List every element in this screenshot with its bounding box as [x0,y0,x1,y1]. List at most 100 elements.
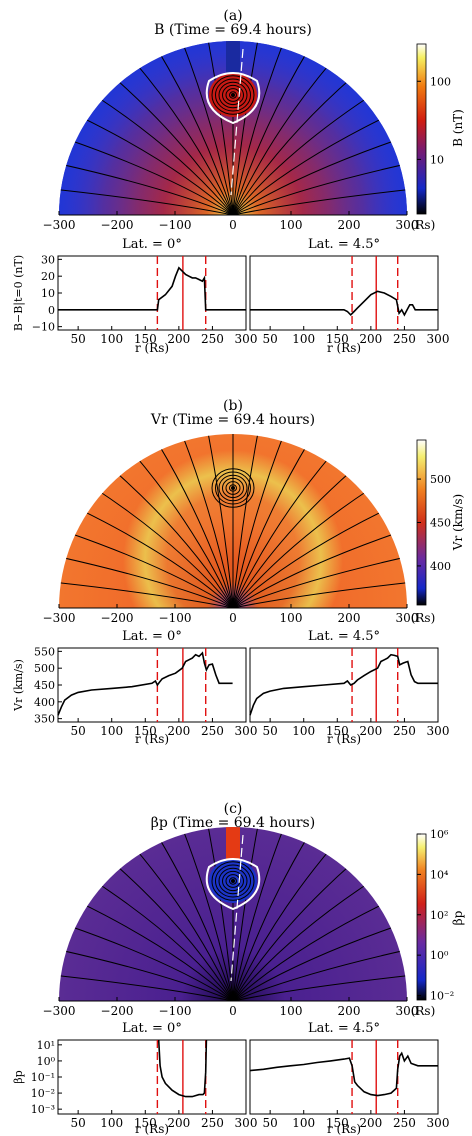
field-line [232,880,372,1001]
field-line [113,469,234,608]
map-x-axis: −300 −200 −100 0 100 200 300(Rs) [43,997,436,1018]
y-axis-label: Vr (km/s) [12,659,25,712]
field-line [59,163,234,215]
series-line [249,1051,438,1097]
colorbar-tick-label: 10⁶ [430,828,449,841]
x-tick-label: 150 [134,332,157,346]
x-tick-label: 100 [292,332,315,346]
x-tick-label: 50 [263,724,278,738]
field-line [133,846,234,1001]
field-line [133,60,234,215]
field-line [232,581,407,608]
colorbar-tick-label: 10⁻² [430,990,454,1003]
map-x-tick-label: −200 [101,218,134,232]
field-line [232,94,372,215]
field-line [232,846,333,1001]
field-line [79,508,234,608]
x-tick-label: 250 [393,724,416,738]
flux-rope-contour [215,78,251,112]
field-line [232,974,407,1001]
map-x-tick-label: 100 [280,1004,303,1018]
panel-letter: (a) [223,8,242,24]
field-line [232,862,353,1001]
map-title: B (Time = 69.4 hours) [154,22,312,38]
panel-0: (a)B (Time = 69.4 hours)−300 −200 −100 0 100… [12,8,465,355]
field-line [206,827,234,1001]
y-tick-label: 10⁻³ [31,1103,55,1116]
field-line [232,115,387,215]
x-tick-label: 250 [393,332,416,346]
map-x-tick-label: 100 [280,218,303,232]
x-axis-label: r (Rs) [327,341,361,355]
y-tick-label: −10 [32,321,55,334]
plot-frame [57,647,247,723]
colorbar-tick-label: 400 [430,560,451,573]
map-x-tick-label: −200 [101,1004,134,1018]
map-x-tick-label: −100 [159,218,192,232]
line-plot-title: Lat. = 4.5° [308,237,380,252]
field-line [66,924,234,1001]
x-tick-label: 300 [235,724,258,738]
y-tick-label: 20 [41,270,55,283]
x-tick-label: 150 [134,724,157,738]
field-line [181,434,234,608]
flux-rope-contour [211,468,255,508]
colorbar-tick-label: 10⁴ [430,868,449,881]
x-tick-label: 100 [292,1116,315,1130]
map-title: Vr (Time = 69.4 hours) [150,412,315,428]
map-x-axis: −300 −200 −100 0 100 200 300(Rs) [43,604,435,625]
field-line [232,41,260,215]
sample-ray [230,834,244,982]
line-plot: Lat. = 4.5° 50 100 150 200 250 300 r (Rs) [249,237,450,355]
map-x-tick-label: 200 [338,611,361,625]
x-tick-label: 300 [235,1116,258,1130]
field-line [156,834,234,1001]
map-inner [59,827,407,1001]
field-line [232,834,310,1001]
x-tick-label: 50 [71,1116,86,1130]
flux-rope-center [231,93,235,97]
field-line [59,581,234,608]
field-line [232,434,260,608]
field-line [232,434,285,608]
field-line [232,531,400,608]
map-x-unit: (Rs) [411,1004,436,1018]
series-line [249,653,438,716]
x-tick-label: 200 [167,332,190,346]
line-plot-title: Lat. = 0° [122,237,182,252]
map-x-tick-label: 300 [396,611,419,625]
field-line [232,441,310,608]
flux-rope-contour [222,477,244,499]
map-x-tick-label: −100 [159,1004,192,1018]
flux-rope-contour [229,484,237,492]
field-line [232,949,407,1001]
flux-rope-contour [225,88,241,102]
flux-rope-contour [222,84,244,106]
x-tick-label: 250 [201,724,224,738]
plot-frame [57,255,247,331]
map-x-tick-label: 0 [229,1004,237,1018]
x-tick-label: 100 [292,724,315,738]
field-line [156,48,234,215]
y-tick-label: 500 [34,662,55,675]
y-axis-label: B−B|t=0 (nT) [12,255,26,331]
field-line [232,487,372,608]
y-tick-label: 10⁰ [37,1055,56,1068]
line-plot: Lat. = 0° 50 100 150 200 250 300 r (Rs) −10 0 10 20… [12,237,257,355]
x-tick-label: 250 [201,1116,224,1130]
field-line [232,827,260,1001]
x-axis-label: r (Rs) [327,732,361,746]
field-line [66,531,234,608]
field-line [156,441,234,608]
panel-letter: (c) [224,801,243,817]
x-tick-label: 200 [167,1116,190,1130]
line-plot: Lat. = 4.5° 50 100 150 200 250 300 r (Rs) [249,629,449,746]
x-tick-label: 300 [427,332,450,346]
map-title: βp (Time = 69.4 hours) [151,815,315,831]
field-line [232,48,310,215]
map-x-tick-label: −100 [159,611,192,625]
field-line [59,974,234,1001]
flux-rope-contour [215,471,251,505]
field-line [232,827,285,1001]
